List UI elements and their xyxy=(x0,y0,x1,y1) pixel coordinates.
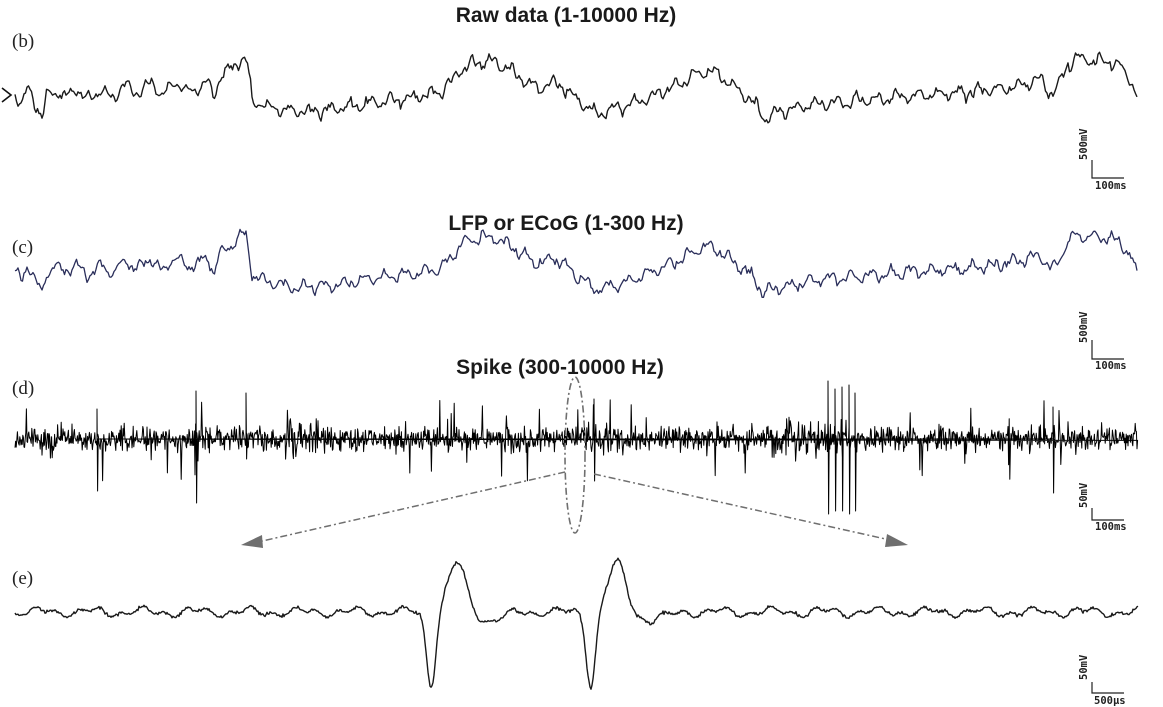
panel-letter-e: (e) xyxy=(12,568,33,589)
panel-letter-d: (d) xyxy=(12,378,34,399)
scale-y-label-d: 50mV xyxy=(1078,482,1090,508)
scale-x-label-b: 100ms xyxy=(1095,180,1127,192)
panel-title-lfp: LFP or ECoG (1-300 Hz) xyxy=(448,212,683,235)
zoom-arrow-right-icon xyxy=(885,534,908,547)
lfp-trace xyxy=(14,228,1138,298)
zoom-arrow-right-line xyxy=(593,473,891,541)
left-edge-marker-icon xyxy=(1,87,13,103)
panel-letter-b: (b) xyxy=(12,31,34,52)
scale-bar-zoomed: 50mV 500µs xyxy=(1078,654,1126,707)
zoom-arrow-left-icon xyxy=(241,535,263,548)
scale-y-label-c: 500mV xyxy=(1078,311,1090,343)
scale-x-label-e: 500µs xyxy=(1094,695,1126,707)
panel-raw-data: (b) Raw data (1-10000 Hz) 500mV 100ms xyxy=(1,4,1138,192)
scale-x-label-d: 100ms xyxy=(1095,521,1127,533)
panel-spike: (d) Spike (300-10000 Hz) 50mV 100ms xyxy=(12,356,1139,533)
panel-zoomed-spikes: (e) 50mV 500µs xyxy=(12,557,1139,707)
zoom-arrow-left-line xyxy=(257,471,566,543)
scale-bar-raw-data: 500mV 100ms xyxy=(1078,128,1127,192)
scale-bar-spike: 50mV 100ms xyxy=(1078,482,1127,533)
scale-y-label-e: 50mV xyxy=(1078,654,1090,680)
scale-x-label-c: 100ms xyxy=(1095,360,1127,372)
zoom-annotation xyxy=(241,376,908,548)
panel-title-raw-data: Raw data (1-10000 Hz) xyxy=(456,4,677,27)
zoomed-spike-trace xyxy=(14,557,1139,690)
panel-title-spike: Spike (300-10000 Hz) xyxy=(456,356,664,379)
scale-y-label-b: 500mV xyxy=(1078,128,1090,160)
panel-lfp: (c) LFP or ECoG (1-300 Hz) 500mV 100ms xyxy=(12,212,1138,372)
panel-letter-c: (c) xyxy=(12,237,33,258)
zoom-selection-ellipse xyxy=(564,376,586,534)
scale-bar-lfp: 500mV 100ms xyxy=(1078,311,1127,372)
spike-band-trace xyxy=(14,380,1139,515)
raw-data-trace xyxy=(14,51,1138,124)
